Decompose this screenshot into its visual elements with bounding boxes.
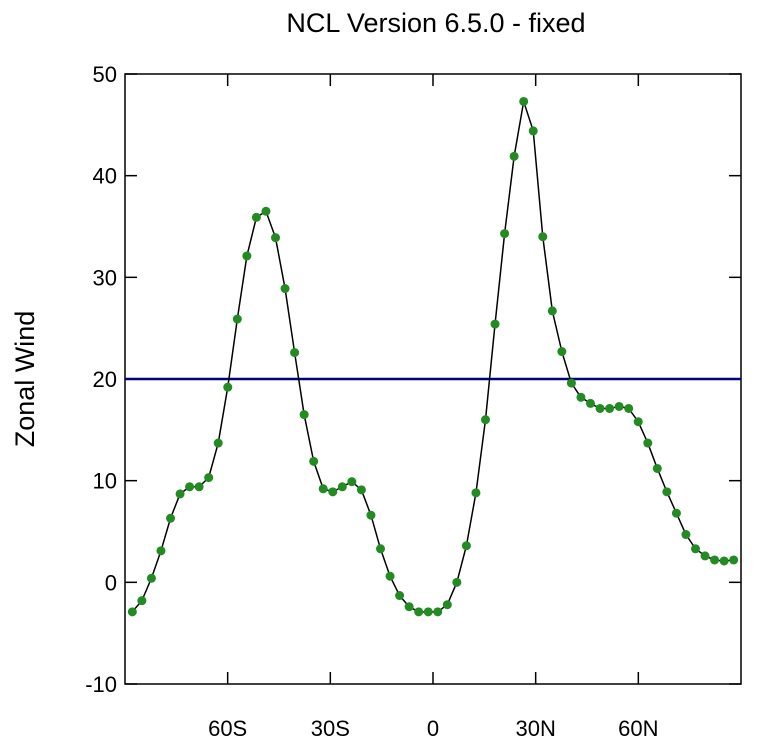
y-tick-label: 50 [93,62,117,87]
data-point [652,463,662,473]
x-tick-label: 30S [311,716,350,741]
data-point [585,398,595,408]
data-point [185,482,195,492]
data-point [471,488,481,498]
data-point [433,607,443,617]
data-point [461,541,471,551]
data-point [156,546,166,556]
data-point [127,607,137,617]
data-point [690,544,700,554]
data-point [509,151,519,161]
y-tick-label: 0 [105,570,117,595]
data-point [146,573,156,583]
data-point [261,206,271,216]
data-point [423,607,433,617]
data-point [356,485,366,495]
data-point [490,319,500,329]
y-tick-label: 30 [93,265,117,290]
y-axis-label: Zonal Wind [10,311,40,448]
data-point [547,306,557,316]
data-point [643,438,653,448]
data-point [347,477,357,487]
data-point [280,284,290,294]
data-point [452,577,462,587]
data-point [605,403,615,413]
data-point [318,484,328,494]
data-point [299,410,309,420]
data-point [681,530,691,540]
data-point [328,487,338,497]
data-point [251,212,261,222]
data-point [442,600,452,610]
data-point [633,417,643,427]
data-point [719,556,729,566]
data-point [385,571,395,581]
chart-title: NCL Version 6.5.0 - fixed [286,8,585,38]
data-point [519,96,529,106]
data-point [729,555,739,565]
data-point [194,482,204,492]
y-tick-label: -10 [85,672,117,697]
data-point [710,555,720,565]
data-point [309,456,319,466]
data-point [290,348,300,358]
data-point [395,591,405,601]
data-point [662,487,672,497]
y-tick-label: 40 [93,164,117,189]
y-tick-label: 20 [93,367,117,392]
data-point [137,596,147,606]
data-point [528,126,538,136]
data-point [614,401,624,411]
data-point [595,403,605,413]
data-point [576,392,586,402]
data-point [166,513,176,523]
data-point [480,415,490,425]
data-point [337,482,347,492]
data-point [366,510,376,520]
x-tick-label: 30N [515,716,555,741]
x-tick-label: 60S [208,716,247,741]
y-tick-label: 10 [93,469,117,494]
data-point [175,489,185,499]
data-point [700,551,710,561]
data-point [671,508,681,518]
data-point [404,602,414,612]
data-point [232,314,242,324]
data-point [213,438,223,448]
data-point [271,233,281,243]
x-tick-label: 60N [618,716,658,741]
data-point [376,544,386,554]
data-point [242,251,252,261]
data-point [566,378,576,388]
data-point [414,607,424,617]
data-point [500,229,510,239]
data-point [204,473,214,483]
x-tick-label: 0 [427,716,439,741]
data-line [131,101,734,613]
data-point [538,232,548,242]
data-point [223,382,233,392]
data-point [557,347,567,357]
data-point [624,403,634,413]
